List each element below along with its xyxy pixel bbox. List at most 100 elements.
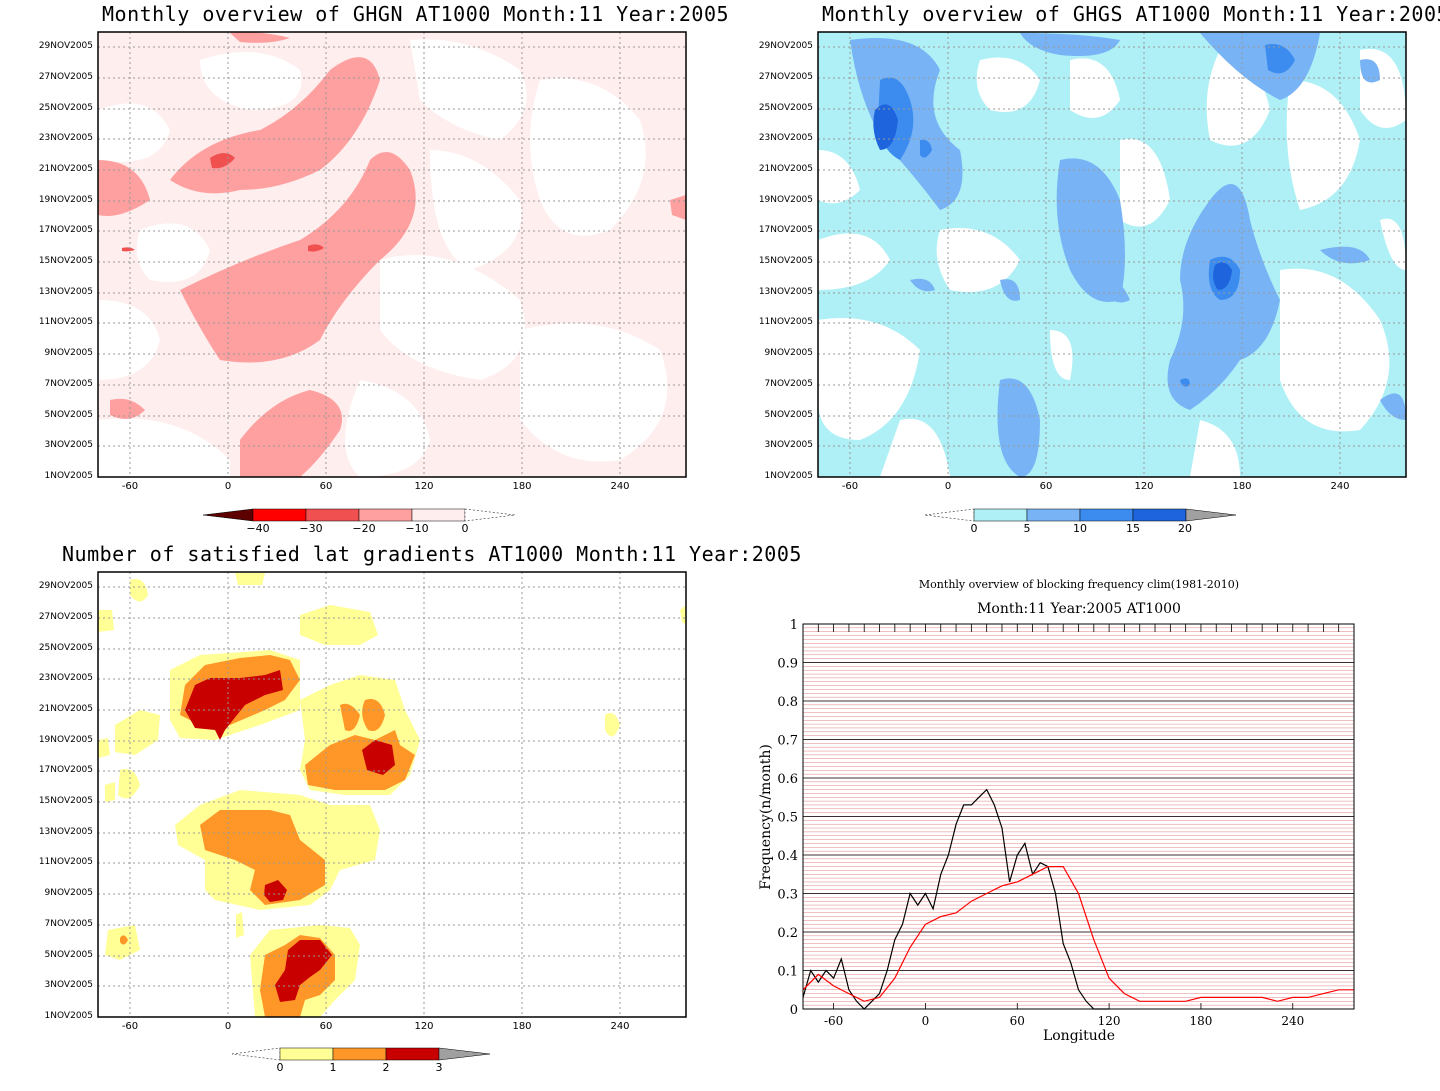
colorbar-tick: −20 bbox=[352, 522, 376, 535]
colorbar-tick: 0 bbox=[276, 1061, 284, 1074]
y-tick: 13NOV2005 bbox=[758, 287, 813, 297]
series-line-1 bbox=[802, 866, 1354, 1002]
y-tick: 15NOV2005 bbox=[38, 256, 93, 266]
y-tick: 9NOV2005 bbox=[764, 348, 813, 358]
ghgs-plot bbox=[817, 31, 1407, 522]
ghgn-cb-segment bbox=[202, 508, 254, 522]
colorbar-tick: 3 bbox=[435, 1061, 443, 1074]
y-tick: 23NOV2005 bbox=[38, 133, 93, 143]
x-tick: 0 bbox=[224, 1021, 232, 1032]
y-tick-label: 0.1 bbox=[777, 965, 798, 980]
ghgn-cb-segment bbox=[305, 508, 360, 522]
colorbar-tick: −40 bbox=[246, 522, 270, 535]
y-tick: 11NOV2005 bbox=[758, 317, 813, 327]
y-tick: 23NOV2005 bbox=[38, 673, 93, 683]
x-tick: 120 bbox=[414, 481, 434, 492]
lat-cb-segment bbox=[332, 1047, 387, 1061]
x-tick: 240 bbox=[610, 1021, 630, 1032]
y-tick: 7NOV2005 bbox=[44, 919, 93, 929]
ghgn-cb-segment bbox=[464, 508, 516, 522]
y-tick: 19NOV2005 bbox=[38, 735, 93, 745]
y-tick: 1NOV2005 bbox=[44, 1011, 93, 1021]
y-tick: 3NOV2005 bbox=[44, 980, 93, 990]
y-tick: 3NOV2005 bbox=[44, 440, 93, 450]
y-tick: 25NOV2005 bbox=[38, 643, 93, 653]
y-tick-label: 0.2 bbox=[777, 926, 798, 941]
y-tick-label: 1 bbox=[790, 618, 798, 633]
x-tick: 60 bbox=[319, 1021, 333, 1032]
y-tick: 29NOV2005 bbox=[38, 41, 93, 51]
x-tick-label: 60 bbox=[1010, 1014, 1025, 1028]
x-tick: 240 bbox=[610, 481, 630, 492]
colorbar-tick: 10 bbox=[1073, 522, 1087, 535]
blocking-panel: Monthly overview of blocking frequency c… bbox=[720, 545, 1440, 1091]
y-tick: 5NOV2005 bbox=[764, 410, 813, 420]
y-tick: 19NOV2005 bbox=[758, 195, 813, 205]
y-tick: 15NOV2005 bbox=[758, 256, 813, 266]
y-tick-label: 0 bbox=[790, 1003, 798, 1018]
y-tick: 21NOV2005 bbox=[38, 164, 93, 174]
colorbar-tick: 1 bbox=[329, 1061, 337, 1074]
y-tick: 17NOV2005 bbox=[758, 225, 813, 235]
ghgs-cb-segment bbox=[1185, 508, 1237, 522]
y-tick-label: 0.4 bbox=[777, 849, 798, 864]
y-tick: 29NOV2005 bbox=[38, 581, 93, 591]
x-tick: 0 bbox=[224, 481, 232, 492]
y-tick: 7NOV2005 bbox=[44, 379, 93, 389]
y-tick: 9NOV2005 bbox=[44, 888, 93, 898]
ghgs-cb-segment bbox=[973, 508, 1028, 522]
colorbar-tick: −30 bbox=[299, 522, 323, 535]
x-tick-label: -60 bbox=[824, 1014, 843, 1028]
x-tick: 240 bbox=[1330, 481, 1350, 492]
x-tick: 180 bbox=[512, 481, 532, 492]
colorbar-tick: 0 bbox=[461, 522, 469, 535]
series-line-0 bbox=[802, 788, 1110, 1010]
ghgs-panel: Monthly overview of GHGS AT1000 Month:11… bbox=[720, 0, 1440, 545]
colorbar-tick: 0 bbox=[970, 522, 978, 535]
y-tick: 13NOV2005 bbox=[38, 287, 93, 297]
x-tick: 60 bbox=[1039, 481, 1053, 492]
x-tick-label: 240 bbox=[1281, 1014, 1304, 1028]
y-tick: 13NOV2005 bbox=[38, 827, 93, 837]
y-tick: 5NOV2005 bbox=[44, 410, 93, 420]
x-tick-label: 0 bbox=[922, 1014, 930, 1028]
blocking-xlabel: Longitude bbox=[1043, 1028, 1115, 1044]
lat-title: Number of satisfied lat gradients AT1000… bbox=[62, 542, 802, 566]
ghgn-title: Monthly overview of GHGN AT1000 Month:11… bbox=[102, 2, 730, 26]
ghgn-cb-segment bbox=[411, 508, 466, 522]
y-tick: 27NOV2005 bbox=[38, 72, 93, 82]
y-tick: 11NOV2005 bbox=[38, 857, 93, 867]
y-tick: 19NOV2005 bbox=[38, 195, 93, 205]
ghgs-cb-segment bbox=[1026, 508, 1081, 522]
y-tick: 27NOV2005 bbox=[38, 612, 93, 622]
lat-cb-segment bbox=[438, 1047, 491, 1061]
x-tick: -60 bbox=[121, 1021, 139, 1032]
y-tick-label: 0.6 bbox=[777, 772, 798, 787]
y-tick: 7NOV2005 bbox=[764, 379, 813, 389]
y-tick: 21NOV2005 bbox=[758, 164, 813, 174]
x-tick: 60 bbox=[319, 481, 333, 492]
colorbar-tick: −10 bbox=[405, 522, 429, 535]
y-tick: 1NOV2005 bbox=[44, 471, 93, 481]
x-tick-label: 180 bbox=[1189, 1014, 1212, 1028]
x-tick-label: 120 bbox=[1098, 1014, 1121, 1028]
y-tick: 25NOV2005 bbox=[38, 103, 93, 113]
x-tick: 120 bbox=[414, 1021, 434, 1032]
y-tick: 17NOV2005 bbox=[38, 225, 93, 235]
ghgn-cb-segment bbox=[252, 508, 307, 522]
x-tick: -60 bbox=[841, 481, 859, 492]
y-tick-label: 0.5 bbox=[777, 811, 798, 826]
colorbar-tick: 15 bbox=[1126, 522, 1140, 535]
lat-cb-segment bbox=[385, 1047, 440, 1061]
y-tick: 5NOV2005 bbox=[44, 950, 93, 960]
ghgn-plot bbox=[97, 31, 687, 522]
y-tick: 11NOV2005 bbox=[38, 317, 93, 327]
y-tick: 3NOV2005 bbox=[764, 440, 813, 450]
y-tick: 27NOV2005 bbox=[758, 72, 813, 82]
y-tick-label: 0.7 bbox=[777, 734, 798, 749]
y-tick: 25NOV2005 bbox=[758, 103, 813, 113]
y-tick-label: 0.3 bbox=[777, 888, 798, 903]
blocking-subtitle: Month:11 Year:2005 AT1000 bbox=[977, 601, 1181, 617]
y-tick: 23NOV2005 bbox=[758, 133, 813, 143]
lat-cb-segment bbox=[279, 1047, 334, 1061]
